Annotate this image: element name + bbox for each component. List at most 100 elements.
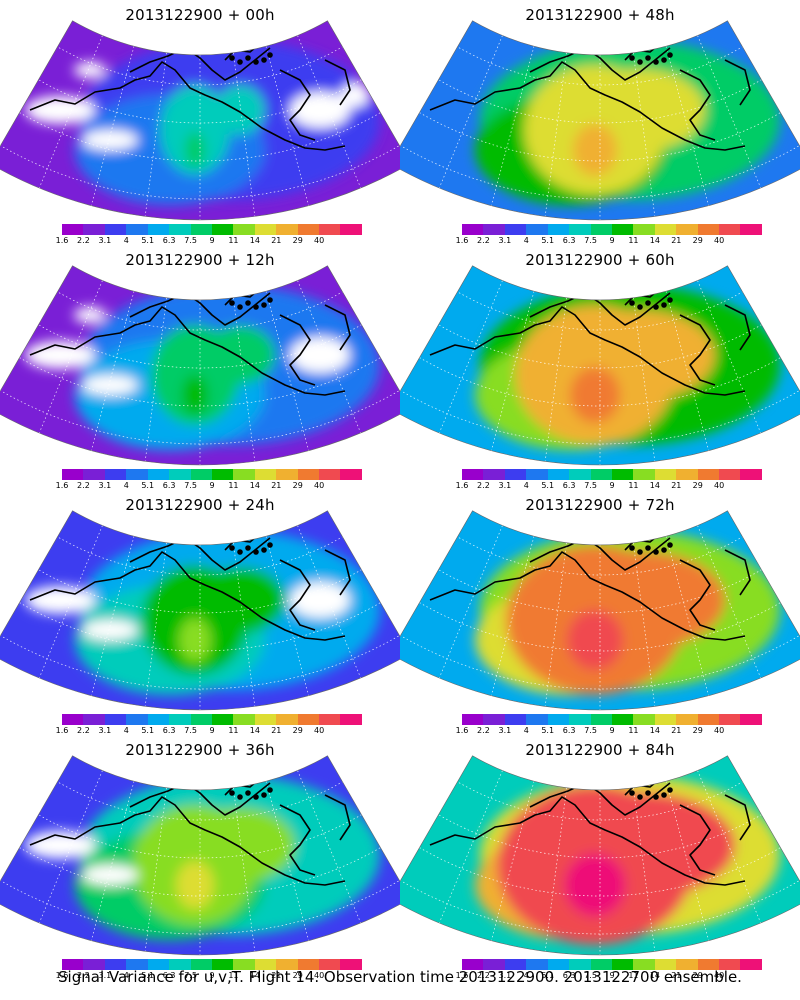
- panel-title: 2013122900 + 12h: [125, 251, 275, 269]
- colorbar-tick-label: 21: [671, 726, 682, 735]
- colorbar-tick-label: 40: [314, 726, 325, 735]
- colorbar-tick-label: 40: [314, 236, 325, 245]
- colorbar-swatch: [233, 959, 255, 970]
- colorbar: [62, 714, 362, 725]
- colorbar-tick-label: 5.1: [141, 236, 155, 245]
- colorbar-swatch: [740, 224, 762, 235]
- map-boundary: [400, 265, 800, 466]
- colorbar-swatch: [697, 959, 720, 970]
- map-boundary: [0, 755, 400, 956]
- panel-title: 2013122900 + 60h: [525, 251, 675, 269]
- colorbar-swatch: [611, 224, 634, 235]
- graticule: [0, 278, 400, 465]
- colorbar-tick-label: 6.3: [162, 726, 176, 735]
- colorbar-tick-label: 29: [292, 236, 303, 245]
- variance-map: [0, 20, 400, 221]
- variance-map: [400, 265, 800, 466]
- colorbar: [62, 224, 362, 235]
- colorbar-swatch: [126, 469, 148, 480]
- colorbar-tick-label: 5.1: [541, 726, 555, 735]
- colorbar-tick-label: 40: [314, 971, 325, 980]
- colorbar-tick-label: 5.1: [541, 481, 555, 490]
- colorbar-swatch: [190, 469, 212, 480]
- colorbar-swatch: [319, 469, 341, 480]
- colorbar-swatch: [254, 714, 277, 725]
- colorbar-tick-label: 4: [523, 726, 529, 735]
- colorbar-tick-label: 11: [628, 726, 639, 735]
- colorbar-swatch: [276, 959, 298, 970]
- colorbar-tick-label: 7.5: [184, 236, 197, 245]
- map-boundary: [0, 20, 400, 221]
- colorbar-swatch: [254, 469, 277, 480]
- map-panel: 2013122900 + 84h 1.6 2.2 3.1 4 5.1 6.3 7.5 9 11 14…: [400, 735, 800, 980]
- variance-field: [400, 265, 800, 465]
- colorbar-swatch: [276, 714, 298, 725]
- colorbar-swatch: [211, 959, 234, 970]
- colorbar-tick-label: 14: [649, 236, 660, 245]
- map-boundary: [400, 755, 800, 956]
- colorbar-tick-label: 2.2: [477, 726, 490, 735]
- colorbar-swatch: [462, 714, 484, 725]
- colorbar-tick-label: 21: [671, 481, 682, 490]
- colorbar-swatch: [104, 224, 127, 235]
- colorbar-swatch: [611, 959, 634, 970]
- colorbar-swatch: [462, 959, 484, 970]
- colorbar-tick-label: 9: [609, 236, 615, 245]
- colorbar-swatch: [340, 714, 362, 725]
- colorbar-swatch: [654, 469, 677, 480]
- colorbar-swatch: [590, 469, 612, 480]
- colorbar-swatch: [547, 469, 570, 480]
- colorbar-swatch: [104, 714, 127, 725]
- colorbar-tick-label: 2.2: [477, 236, 490, 245]
- colorbar-tick-label: 1.6: [55, 726, 69, 735]
- map-boundary: [0, 510, 400, 711]
- colorbar-tick-label: 2.2: [77, 481, 90, 490]
- colorbar-swatch: [297, 959, 320, 970]
- colorbar-swatch: [697, 714, 720, 725]
- panel-title: 2013122900 + 24h: [125, 496, 275, 514]
- colorbar-swatch: [83, 224, 105, 235]
- colorbar-tick-label: 5.1: [541, 236, 555, 245]
- colorbar-labels: 1.6 2.2 3.1 4 5.1 6.3 7.5 9 11 14 21 29 40: [456, 726, 762, 736]
- colorbar-tick-label: 14: [649, 726, 660, 735]
- colorbar-swatch: [147, 714, 170, 725]
- colorbar-swatch: [169, 469, 191, 480]
- colorbar: [462, 959, 762, 970]
- colorbar-tick-label: 40: [714, 236, 725, 245]
- colorbar-tick-label: 21: [671, 971, 682, 980]
- colorbar-tick-label: 2.2: [77, 236, 90, 245]
- colorbar-tick-label: 14: [249, 726, 260, 735]
- colorbar-swatch: [169, 959, 191, 970]
- variance-map: [400, 755, 800, 956]
- colorbar-tick-label: 29: [292, 726, 303, 735]
- colorbar-labels: 1.6 2.2 3.1 4 5.1 6.3 7.5 9 11 14 21 29 40: [456, 481, 762, 491]
- colorbar-tick-label: 14: [249, 971, 260, 980]
- colorbar-tick-label: 3.1: [98, 236, 112, 245]
- map-panel: 2013122900 + 24h 1.6 2.2 3.1 4 5.1 6.3 7.5 9 11 14…: [0, 490, 400, 735]
- colorbar-swatch: [633, 959, 655, 970]
- panel-title: 2013122900 + 72h: [525, 496, 675, 514]
- colorbar-swatch: [719, 469, 741, 480]
- colorbar-tick-label: 4: [123, 726, 129, 735]
- colorbar-swatch: [526, 959, 548, 970]
- colorbar-swatch: [633, 469, 655, 480]
- colorbar-tick-label: 6.3: [162, 481, 176, 490]
- graticule: [0, 33, 400, 220]
- colorbar-tick-label: 6.3: [162, 971, 176, 980]
- colorbar-tick-label: 40: [714, 971, 725, 980]
- variance-map: [400, 20, 800, 221]
- colorbar-tick-label: 6.3: [562, 481, 576, 490]
- colorbar-swatch: [611, 469, 634, 480]
- colorbar-labels: 1.6 2.2 3.1 4 5.1 6.3 7.5 9 11 14 21 29 40: [456, 971, 762, 981]
- map-panel: 2013122900 + 48h 1.6 2.2 3.1 4 5.1 6.3 7.5 9 11 14…: [400, 0, 800, 245]
- map-boundary: [400, 510, 800, 711]
- colorbar-tick-label: 6.3: [562, 726, 576, 735]
- variance-map: [0, 755, 400, 956]
- colorbar-tick-label: 40: [714, 726, 725, 735]
- colorbar-swatch: [319, 959, 341, 970]
- colorbar-tick-label: 1.6: [55, 481, 69, 490]
- colorbar-tick-label: 11: [228, 971, 239, 980]
- colorbar-tick-label: 4: [123, 236, 129, 245]
- colorbar-tick-label: 14: [649, 971, 660, 980]
- colorbar-tick-label: 9: [209, 971, 215, 980]
